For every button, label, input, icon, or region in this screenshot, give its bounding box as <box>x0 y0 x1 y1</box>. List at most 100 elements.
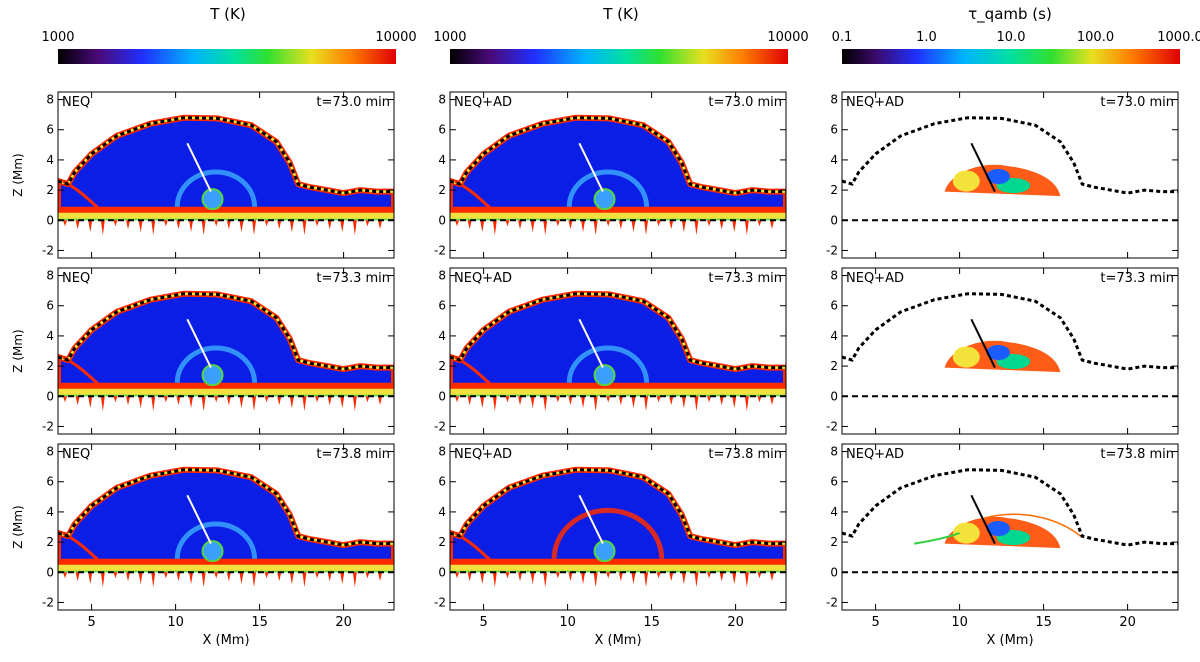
y-tick-label: 8 <box>46 445 54 459</box>
panel-label: NEQ+AD <box>454 95 512 110</box>
colorbar-max-label: 10000 <box>767 30 808 45</box>
subsurface-spike <box>113 396 118 403</box>
subsurface-spike <box>264 572 269 579</box>
inner-knot <box>201 364 224 387</box>
subsurface-spike <box>480 396 485 409</box>
subsurface-spike <box>315 572 320 579</box>
y-tick-label: 2 <box>438 183 446 197</box>
subsurface-spike <box>315 396 320 403</box>
y-tick-label: 6 <box>46 123 54 137</box>
subsurface-spike <box>289 220 294 233</box>
colorbar-tick-label: 1000.0 <box>1157 30 1200 45</box>
colorbar-col-2: T (K) 1000 10000 <box>433 5 809 64</box>
panel-time: t=73.3 min <box>708 271 782 286</box>
inner-arc <box>174 345 258 383</box>
subsurface-spike <box>302 572 307 588</box>
panel-time: t=73.0 min <box>316 95 390 110</box>
y-tick-label: 6 <box>830 299 838 313</box>
subsurface-spike <box>252 220 257 236</box>
subsurface-spike <box>226 396 231 406</box>
subsurface-spike <box>719 396 724 406</box>
subsurface-spike <box>252 396 257 412</box>
y-tick-label: 0 <box>438 389 446 403</box>
y-tick-label: 4 <box>830 153 838 167</box>
y-axis-label: Z (Mm) <box>11 505 25 548</box>
subsurface-spike <box>455 572 460 579</box>
subsurface-spike <box>189 396 194 409</box>
lower-band <box>450 209 786 219</box>
panel-time: t=73.8 min <box>316 447 390 462</box>
subsurface-spike <box>289 572 294 585</box>
plot-area <box>842 268 1178 434</box>
y-axis-label: Z (Mm) <box>11 153 25 196</box>
y-tick-label: 8 <box>46 269 54 283</box>
inner-knot <box>593 540 616 563</box>
tau-patch-yellow <box>952 522 980 544</box>
subsurface-spike <box>543 220 548 236</box>
colorbar-col-3: τ_qamb (s) 0.1 1.0 10.0 100.0 1000.0 <box>832 5 1200 64</box>
subsurface-spike <box>214 572 219 579</box>
subsurface-spike <box>656 396 661 403</box>
plot-frame <box>57 443 395 611</box>
subsurface-spike <box>581 396 586 409</box>
y-tick-label: 4 <box>438 329 446 343</box>
slit-line <box>186 318 212 369</box>
colorbar-tick-label: 100.0 <box>1077 30 1114 45</box>
colorbar-gradient <box>450 49 788 64</box>
y-tick-label: 6 <box>438 299 446 313</box>
subsurface-spike <box>163 572 168 579</box>
y-tick-label: 4 <box>46 153 54 167</box>
x-tick-label: 5 <box>479 615 487 630</box>
subsurface-spike <box>100 220 105 236</box>
subsurface-spike <box>555 572 560 579</box>
y-tick-label: 4 <box>438 153 446 167</box>
subsurface-spike <box>618 220 623 230</box>
x-tick-label: 15 <box>251 615 268 630</box>
subsurface-spike <box>732 572 737 585</box>
subsurface-spike <box>226 220 231 230</box>
slit-line <box>578 142 604 193</box>
subsurface-spike <box>378 220 383 230</box>
subsurface-spike <box>151 396 156 412</box>
panel-label: NEQ+AD <box>846 271 904 286</box>
subsurface-spike <box>581 572 586 585</box>
y-tick-label: -2 <box>434 419 446 433</box>
y-tick-label: 2 <box>438 535 446 549</box>
subsurface-spike <box>365 572 370 579</box>
subsurface-spike <box>606 572 611 579</box>
lower-band <box>58 385 394 395</box>
plot-frame <box>57 267 395 435</box>
subsurface-spike <box>176 396 181 406</box>
inner-arc <box>551 507 665 559</box>
subsurface-spike <box>770 396 775 406</box>
y-tick-label: 2 <box>438 359 446 373</box>
slit-line <box>186 142 212 193</box>
panel: NEQ+AD t=73.8 min -2 0 2 4 6 8 5 10 15 20 X (Mm) <box>826 443 1179 648</box>
panel-time: t=73.0 min <box>1100 95 1174 110</box>
subsurface-spike <box>63 220 68 227</box>
subsurface-spike <box>618 396 623 406</box>
y-tick-label: 2 <box>830 183 838 197</box>
plot-area <box>58 444 394 610</box>
colorbar-gradient <box>842 49 1180 64</box>
plot-frame <box>841 267 1179 435</box>
bubble-boundary <box>842 292 1178 371</box>
y-tick-label: 8 <box>830 269 838 283</box>
lower-band <box>450 561 786 571</box>
panel-label: NEQ+AD <box>846 447 904 462</box>
y-tick-label: -2 <box>42 243 54 257</box>
subsurface-spike <box>113 220 118 227</box>
y-tick-label: -2 <box>826 595 838 609</box>
colorbar-tick-label: 10.0 <box>997 30 1026 45</box>
subsurface-spike <box>277 396 282 406</box>
subsurface-spike <box>315 220 320 227</box>
y-tick-label: 2 <box>46 183 54 197</box>
y-tick-label: 6 <box>830 475 838 489</box>
x-tick-label: 20 <box>335 615 352 630</box>
subsurface-spike <box>113 572 118 579</box>
colorbar-min-label: 1000 <box>433 30 466 45</box>
inner-arc <box>566 169 650 207</box>
panel-label: NEQ <box>62 95 90 110</box>
subsurface-spike <box>126 396 131 406</box>
